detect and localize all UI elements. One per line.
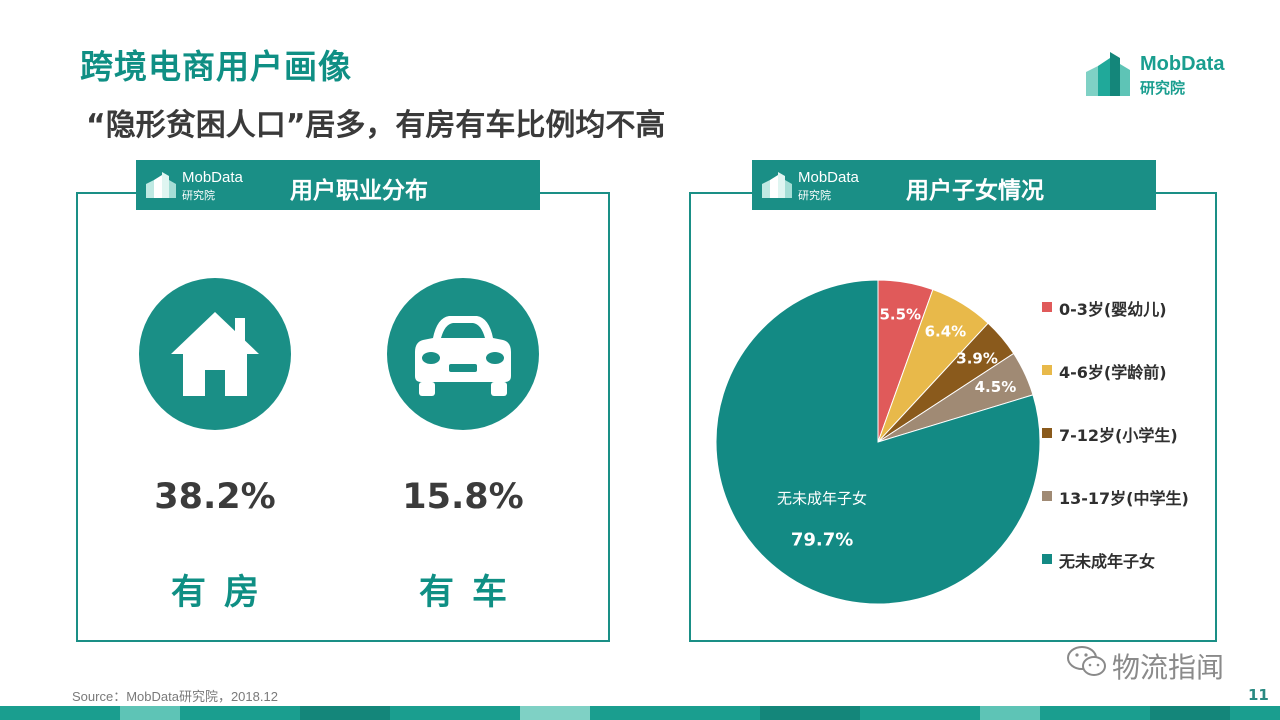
legend-swatch (1042, 428, 1052, 438)
car-icon (387, 278, 539, 430)
header-logo-institute: 研究院 (182, 189, 215, 202)
legend-label: 无未成年子女 (1059, 552, 1156, 571)
legend-swatch (1042, 302, 1052, 312)
header-logo-mobdata: MobData (798, 169, 859, 186)
occupation-panel-header: MobData 研究院 用户职业分布 (136, 160, 540, 210)
children-pie-chart: 5.5%6.4% 3.9% 4.5% 无未成年子女 79.7% (715, 279, 1040, 605)
house-icon (139, 278, 291, 430)
mobdata-building-icon (1086, 52, 1130, 96)
logo-text-mobdata: MobData (1140, 53, 1225, 75)
mobdata-building-icon (762, 172, 792, 198)
legend-label: 4-6岁(学龄前) (1059, 363, 1167, 382)
mobdata-logo: MobData 研究院 (1086, 50, 1246, 100)
legend-swatch (1042, 365, 1052, 375)
header-logo-mobdata: MobData (182, 169, 243, 186)
car-ownership-value: 15.8% (402, 477, 524, 517)
logo-text-institute: 研究院 (1140, 79, 1186, 97)
legend-swatch (1042, 491, 1052, 501)
mobdata-building-icon (146, 172, 176, 198)
pie-slice-label: 79.7% (791, 529, 853, 550)
house-ownership-label: 有房 (170, 573, 277, 613)
bottom-decor-bar (0, 706, 1280, 720)
legend-label: 7-12岁(小学生) (1059, 426, 1178, 445)
watermark-text: 物流指闻 (1112, 651, 1225, 684)
pie-slice (715, 279, 1040, 605)
pie-slice-label: 6.4% (925, 322, 967, 340)
occupation-panel-title: 用户职业分布 (290, 178, 428, 204)
wechat-icon (1067, 646, 1106, 676)
pie-slice-label: 3.9% (956, 349, 998, 367)
page-number: 11 (1248, 686, 1269, 704)
pie-slice-name: 无未成年子女 (777, 489, 867, 507)
car-ownership-label: 有车 (418, 573, 525, 613)
header-logo-institute: 研究院 (798, 189, 831, 202)
legend-label: 13-17岁(中学生) (1059, 489, 1189, 508)
source-note: Source：MobData研究院，2018.12 (72, 689, 278, 704)
legend-swatch (1042, 554, 1052, 564)
pie-slice-label: 4.5% (975, 378, 1017, 396)
house-ownership-value: 38.2% (154, 477, 276, 517)
children-panel-header: MobData 研究院 用户子女情况 (752, 160, 1156, 210)
page-title: 跨境电商用户画像 (80, 47, 352, 86)
children-panel-title: 用户子女情况 (906, 178, 1044, 204)
legend-label: 0-3岁(婴幼儿) (1059, 300, 1167, 319)
page-subtitle: “隐形贫困人口”居多，有房有车比例均不高 (86, 108, 666, 143)
wechat-watermark: 物流指闻 (1066, 644, 1246, 684)
pie-slice-label: 5.5% (879, 305, 921, 323)
